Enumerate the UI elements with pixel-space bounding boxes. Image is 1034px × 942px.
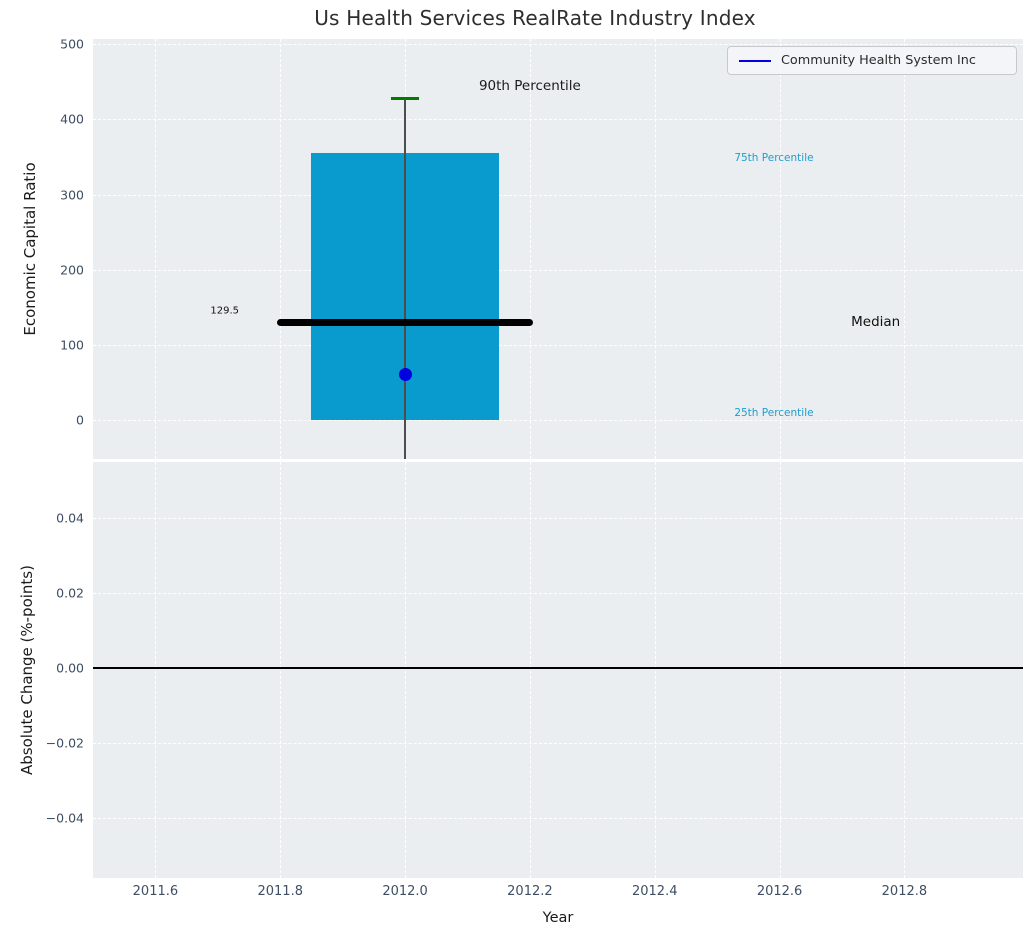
y-tick-label: 300 bbox=[60, 187, 84, 203]
grid-line-vertical bbox=[654, 39, 656, 459]
grid-line-vertical bbox=[529, 462, 531, 878]
chart-annotation: 90th Percentile bbox=[478, 78, 581, 95]
x-tick-label: 2012.6 bbox=[756, 884, 803, 899]
grid-line-vertical bbox=[779, 462, 781, 878]
y-tick-label: 200 bbox=[60, 262, 84, 278]
x-tick-label: 2012.4 bbox=[631, 884, 678, 899]
chart-annotation: Median bbox=[851, 314, 901, 331]
legend-label: Community Health System Inc bbox=[781, 53, 976, 68]
x-tick-label: 2012.0 bbox=[382, 884, 428, 899]
zero-reference-line bbox=[93, 667, 1023, 670]
chart-annotation: 129.5 bbox=[210, 305, 240, 317]
grid-line-vertical bbox=[280, 462, 282, 878]
chart-annotation: 75th Percentile bbox=[734, 152, 814, 165]
grid-line-horizontal bbox=[93, 44, 1023, 46]
y-tick-label: 500 bbox=[60, 36, 84, 52]
whisker-line bbox=[404, 98, 406, 459]
grid-line-vertical bbox=[280, 39, 282, 459]
grid-line-vertical bbox=[405, 462, 407, 878]
top-plot-area bbox=[93, 39, 1023, 459]
y-tick-label: 400 bbox=[60, 111, 84, 127]
grid-line-vertical bbox=[155, 39, 157, 459]
grid-line-horizontal bbox=[93, 593, 1023, 595]
legend: Community Health System Inc bbox=[727, 46, 1017, 75]
chart-annotation: 25th Percentile bbox=[734, 407, 814, 420]
grid-line-vertical bbox=[529, 39, 531, 459]
grid-line-horizontal bbox=[93, 743, 1023, 745]
grid-line-horizontal bbox=[93, 518, 1023, 520]
grid-line-vertical bbox=[904, 462, 906, 878]
y-tick-label: 0.04 bbox=[56, 510, 84, 526]
grid-line-horizontal bbox=[93, 269, 1023, 271]
x-tick-label: 2012.2 bbox=[507, 884, 553, 899]
y-tick-label: 100 bbox=[60, 337, 84, 353]
y-tick-label: 0.02 bbox=[56, 585, 84, 601]
bottom-plot-area bbox=[93, 462, 1023, 878]
legend-line-icon bbox=[739, 59, 771, 62]
grid-line-vertical bbox=[654, 462, 656, 878]
chart-title: Us Health Services RealRate Industry Ind… bbox=[314, 6, 756, 30]
x-tick-label: 2011.6 bbox=[132, 884, 179, 899]
x-axis-label: Year bbox=[542, 910, 574, 926]
grid-line-horizontal bbox=[93, 419, 1023, 421]
grid-line-horizontal bbox=[93, 344, 1023, 346]
median-line bbox=[277, 319, 534, 327]
y-tick-label: −0.02 bbox=[45, 735, 84, 751]
y-tick-label: 0.00 bbox=[56, 660, 84, 676]
p90-cap-line bbox=[391, 97, 420, 100]
x-tick-label: 2012.8 bbox=[881, 884, 928, 899]
grid-line-horizontal bbox=[93, 119, 1023, 121]
grid-line-vertical bbox=[779, 39, 781, 459]
y-tick-label: 0 bbox=[76, 412, 84, 428]
grid-line-vertical bbox=[904, 39, 906, 459]
x-tick-label: 2011.8 bbox=[257, 884, 303, 899]
y-tick-label: −0.04 bbox=[45, 810, 84, 826]
grid-line-horizontal bbox=[93, 818, 1023, 820]
grid-line-vertical bbox=[155, 462, 157, 878]
grid-line-horizontal bbox=[93, 194, 1023, 196]
company-data-point bbox=[398, 368, 412, 382]
